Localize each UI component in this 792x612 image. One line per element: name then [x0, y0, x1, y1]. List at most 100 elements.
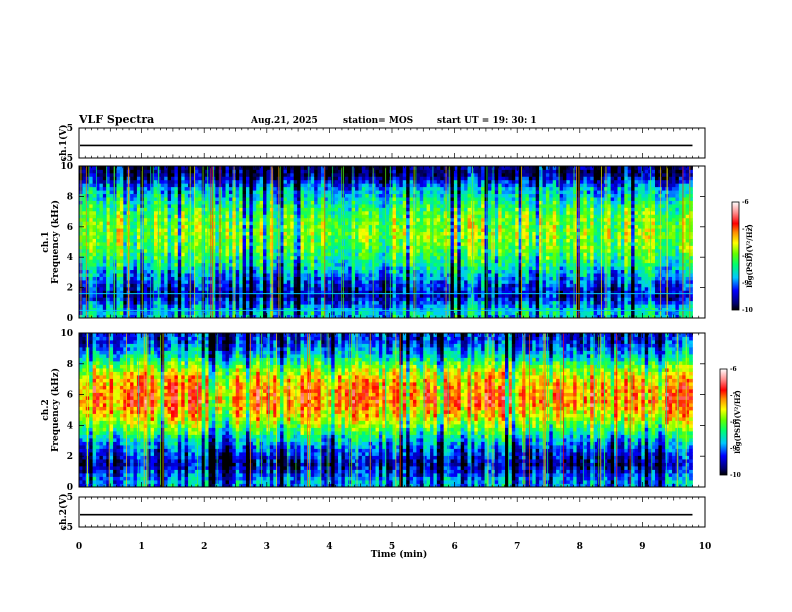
- spectrogram-cell: [160, 207, 165, 212]
- spectrogram-cell: [389, 166, 393, 170]
- spectrogram-cell: [348, 183, 353, 188]
- spectrogram-cell: [215, 269, 220, 274]
- spectrogram-cell: [136, 197, 141, 201]
- spectrogram-cell: [92, 183, 97, 188]
- spectrogram-cell: [198, 297, 203, 302]
- spectrogram-cell: [433, 179, 438, 184]
- spectrogram-cell: [191, 217, 196, 222]
- spectrogram-cell: [96, 224, 100, 229]
- spectrogram-cell: [184, 280, 189, 284]
- spectrogram-cell: [205, 269, 209, 274]
- spectrogram-cell: [419, 193, 424, 198]
- spectrogram-cell: [413, 197, 417, 201]
- spectrogram-cell: [423, 293, 428, 298]
- spectrogram-cell: [338, 176, 342, 181]
- spectrogram-cell: [205, 307, 209, 312]
- spectrogram-cell: [205, 183, 209, 188]
- spectrogram-cell: [348, 262, 353, 267]
- spectrogram-cell: [252, 193, 257, 198]
- spectrogram-cell: [153, 293, 158, 298]
- spectrogram-cell: [242, 273, 247, 277]
- spectrogram-cell: [392, 262, 397, 267]
- spectrogram-cell: [426, 231, 431, 236]
- spectrogram-cell: [235, 190, 240, 195]
- spectrogram-cell: [147, 190, 151, 195]
- spectrogram-cell: [102, 248, 107, 253]
- spectrogram-cell: [130, 297, 134, 302]
- spectrogram-cell: [85, 255, 90, 260]
- spectrogram-cell: [150, 273, 155, 277]
- spectrogram-cell: [365, 183, 370, 188]
- spectrogram-cell: [365, 179, 370, 184]
- spectrogram-cell: [116, 217, 121, 222]
- spectrogram-cell: [116, 245, 121, 250]
- spectrogram-cell: [368, 169, 373, 174]
- spectrogram-cell: [392, 245, 397, 250]
- spectrogram-cell: [310, 245, 315, 250]
- spectrogram-cell: [184, 290, 189, 295]
- spectrogram-cell: [297, 266, 301, 271]
- spectrogram-cell: [457, 283, 462, 288]
- spectrogram-cell: [109, 307, 114, 312]
- spectrogram-cell: [320, 297, 325, 302]
- spectrogram-cell: [443, 166, 448, 170]
- spectrogram-cell: [365, 262, 370, 267]
- spectrogram-cell: [426, 262, 431, 267]
- spectrogram-cell: [198, 172, 203, 177]
- spectrogram-cell: [457, 290, 462, 295]
- spectrogram-cell: [119, 297, 124, 302]
- spectrogram-cell: [355, 300, 359, 305]
- spectrogram-cell: [123, 207, 128, 212]
- spectrogram-cell: [222, 259, 226, 264]
- spectrogram-cell: [123, 166, 128, 170]
- spectrogram-cell: [382, 307, 387, 312]
- spectrogram-cell: [358, 176, 363, 181]
- spectrogram-cell: [348, 283, 353, 288]
- spectrogram-cell: [286, 214, 291, 219]
- spectrogram-cell: [246, 293, 250, 298]
- spectrogram-cell: [116, 290, 121, 295]
- spectrogram-cell: [317, 269, 322, 274]
- spectrogram-cell: [320, 221, 325, 226]
- spectrogram-cell: [334, 280, 339, 284]
- spectrogram-cell: [123, 262, 128, 267]
- spectrogram-cell: [184, 248, 189, 253]
- spectrogram-cell: [290, 280, 295, 284]
- spectrogram-cell: [375, 193, 380, 198]
- spectrogram-cell: [123, 314, 128, 319]
- spectrogram-cell: [181, 179, 186, 184]
- spectrogram-cell: [133, 259, 138, 264]
- spectrogram-cell: [460, 242, 465, 246]
- spectrogram-cell: [409, 217, 414, 222]
- spectrogram-cell: [399, 197, 404, 201]
- spectrogram-cell: [246, 221, 250, 226]
- spectrogram-cell: [355, 238, 359, 243]
- spectrogram-cell: [143, 314, 148, 319]
- spectrogram-cell: [235, 290, 240, 295]
- spectrogram-cell: [96, 255, 100, 260]
- spectrogram-cell: [423, 172, 428, 177]
- spectrogram-cell: [269, 304, 274, 309]
- spectrogram-cell: [450, 297, 455, 302]
- spectrogram-cell: [297, 179, 301, 184]
- spectrogram-cell: [372, 190, 376, 195]
- spectrogram-cell: [256, 245, 261, 250]
- spectrogram-cell: [368, 290, 373, 295]
- spectrogram-cell: [123, 307, 128, 312]
- spectrogram-cell: [286, 307, 291, 312]
- spectrogram-cell: [300, 224, 305, 229]
- spectrogram-cell: [385, 179, 390, 184]
- spectrogram-cell: [235, 193, 240, 198]
- spectrogram-cell: [409, 190, 414, 195]
- spectrogram-cell: [256, 248, 261, 253]
- spectrogram-cell: [351, 248, 356, 253]
- spectrogram-cell: [453, 259, 458, 264]
- spectrogram-cell: [375, 269, 380, 274]
- spectrogram-cell: [269, 190, 274, 195]
- spectrogram-cell: [130, 259, 134, 264]
- spectrogram-cell: [266, 204, 271, 208]
- spectrogram-cell: [440, 252, 445, 257]
- spectrogram-cell: [365, 242, 370, 246]
- spectrogram-cell: [174, 235, 179, 239]
- spectrogram-cell: [303, 231, 308, 236]
